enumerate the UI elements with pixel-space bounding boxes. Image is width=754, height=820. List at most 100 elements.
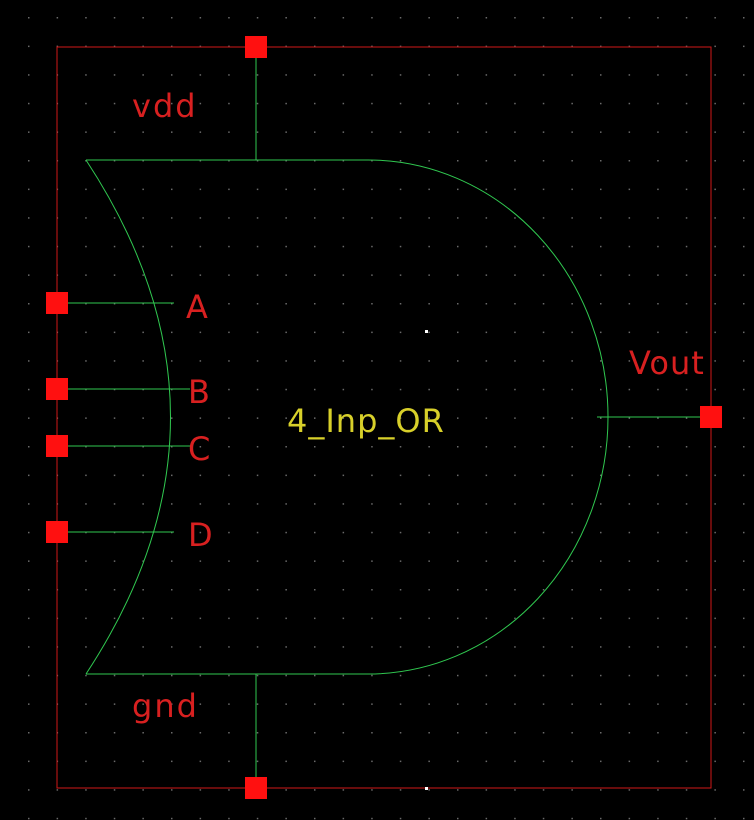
grid-dot [199,789,202,791]
grid-dot [199,188,202,191]
grid-dot [171,760,173,763]
vdd-pin[interactable] [245,36,267,58]
grid-dot [485,74,488,76]
grid-dot [113,217,116,219]
grid-dot [85,674,87,677]
grid-dot [743,674,745,677]
grid-dot [714,45,716,48]
grid-dot [514,760,516,763]
grid-dot [171,274,173,276]
grid-dot [171,131,173,133]
grid-dot [542,331,545,334]
grid-dot [314,589,316,591]
grid-dot [428,74,430,76]
grid-dot [457,388,459,391]
grid-dot [542,245,545,248]
grid-dot [371,560,373,562]
grid-dot [171,646,173,648]
grid-dot [371,245,373,248]
grid-dot [342,102,345,105]
grid-dot [371,388,373,391]
grid-dot [428,617,430,620]
grid-dot [85,732,87,734]
vout-pin[interactable] [700,406,722,428]
grid-dot [685,703,688,705]
grid-dot [485,331,488,334]
grid-dot [371,817,373,820]
grid-dot [485,217,488,219]
grid-dot [600,131,602,133]
grid-dot [657,388,659,391]
grid-dot [285,245,287,248]
grid-dot [514,617,516,620]
grid-dot [171,17,173,19]
grid-dot [85,760,87,763]
grid-dot [113,74,116,76]
grid-dot [685,674,688,677]
grid-dot [113,474,116,477]
grid-dot [657,360,659,362]
input-a-pin[interactable] [46,292,68,314]
grid-dot [628,303,631,305]
grid-dot [342,531,345,534]
grid-dot [314,245,316,248]
gnd-label: gnd [132,687,199,725]
grid-dot [743,102,745,105]
grid-dot [485,417,488,419]
input-d-label: D [188,516,213,554]
grid-dot [113,160,116,162]
grid-dot [542,160,545,162]
grid-dot [113,560,116,562]
grid-dot [743,503,745,505]
grid-dot [685,160,688,162]
grid-dot [657,503,659,505]
grid-dot [171,674,173,677]
grid-dot [85,188,87,191]
grid-dot [628,245,631,248]
grid-dot [171,188,173,191]
grid-dot [743,474,745,477]
grid-dot [342,388,345,391]
grid-dot [743,388,745,391]
grid-dot [457,417,459,419]
grid-dot [371,131,373,133]
grid-dot [685,446,688,448]
grid-dot [285,388,287,391]
input-b-pin[interactable] [46,378,68,400]
grid-dot [628,188,631,191]
grid-dot [428,160,430,162]
grid-dot [485,446,488,448]
grid-dot [743,245,745,248]
grid-dot [113,102,116,105]
grid-dot [714,646,716,648]
grid-dot [142,388,144,391]
grid-dot [685,17,688,19]
input-c-pin[interactable] [46,435,68,457]
grid-dot [600,217,602,219]
grid-dot [428,303,430,305]
grid-dot [514,503,516,505]
grid-dot [199,102,202,105]
grid-dot [657,531,659,534]
grid-dot [228,360,230,362]
grid-dot [171,74,173,76]
grid-dot [28,160,30,162]
grid-dot [113,131,116,133]
grid-dot [314,503,316,505]
grid-dot [514,732,516,734]
grid-dot [399,245,402,248]
grid-dot [457,474,459,477]
grid-dot [285,617,287,620]
grid-dot [600,589,602,591]
grid-dot [342,560,345,562]
grid-dot [399,617,402,620]
grid-dot [685,245,688,248]
gnd-pin[interactable] [245,777,267,799]
grid-dot [514,274,516,276]
grid-dot [285,188,287,191]
grid-dot [113,188,116,191]
input-d-pin[interactable] [46,521,68,543]
grid-dot [85,617,87,620]
grid-dot [256,74,259,76]
